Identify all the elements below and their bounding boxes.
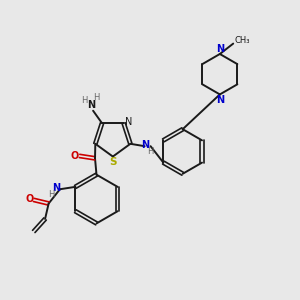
Text: H: H (93, 93, 99, 102)
Text: H: H (82, 96, 88, 105)
Text: CH₃: CH₃ (234, 35, 250, 44)
Text: O: O (25, 194, 33, 204)
Text: H: H (147, 147, 153, 156)
Text: N: N (216, 95, 224, 105)
Text: N: N (216, 44, 224, 54)
Text: S: S (110, 157, 117, 166)
Text: N: N (52, 183, 60, 193)
Text: N: N (87, 100, 95, 110)
Text: H: H (48, 190, 55, 199)
Text: O: O (71, 151, 79, 161)
Text: N: N (125, 117, 133, 127)
Text: N: N (142, 140, 150, 150)
